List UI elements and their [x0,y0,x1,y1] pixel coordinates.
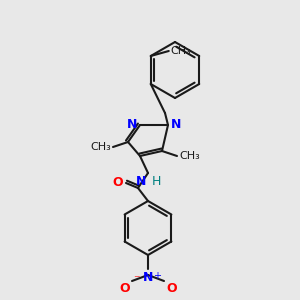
Text: CH₃: CH₃ [171,46,191,56]
Text: N: N [136,175,146,188]
Text: N: N [127,118,137,130]
Text: ⁻: ⁻ [133,273,139,286]
Text: CH₃: CH₃ [179,151,200,161]
Text: H: H [152,175,161,188]
Text: CH₃: CH₃ [90,142,111,152]
Text: N: N [143,271,153,284]
Text: O: O [166,282,177,295]
Text: +: + [153,271,161,281]
Text: O: O [119,282,130,295]
Text: N: N [171,118,181,130]
Text: O: O [112,176,123,188]
